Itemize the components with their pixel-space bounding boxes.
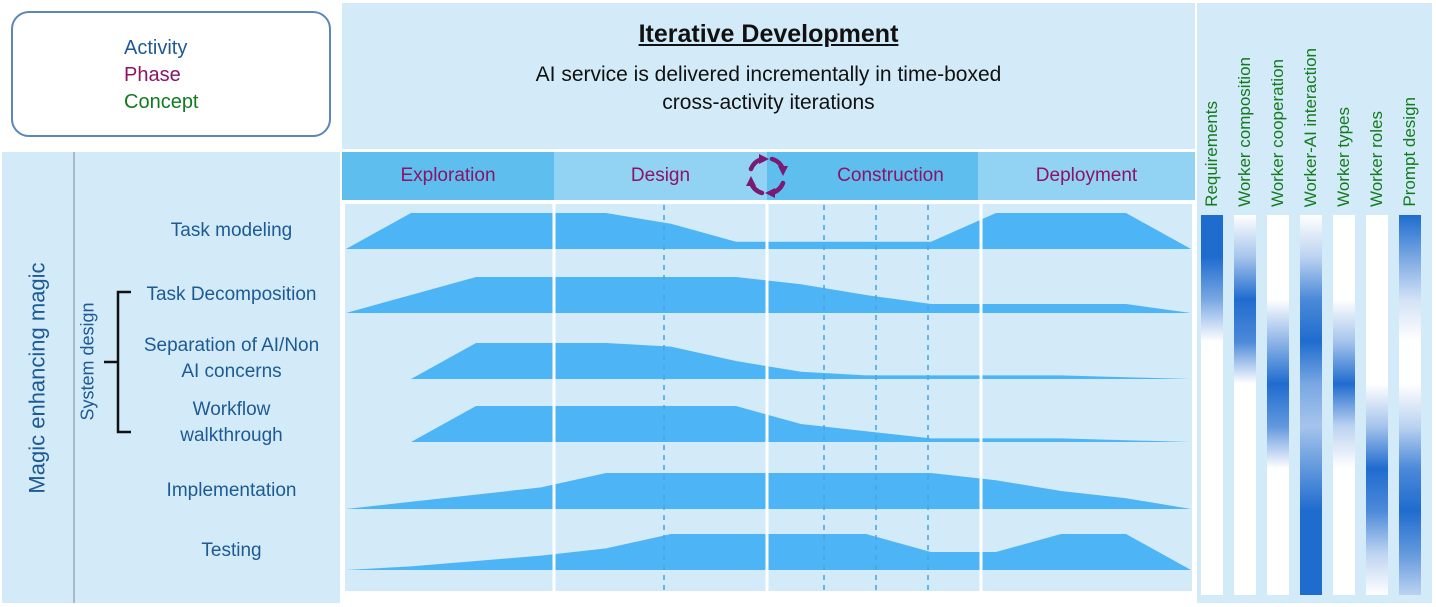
activity-label-line2: walkthrough — [180, 425, 283, 446]
subtitle-line-1: AI service is delivered incrementally in… — [535, 63, 1002, 86]
concept-strip-worker-roles — [1366, 215, 1388, 595]
activity-area — [346, 343, 1191, 379]
activity-label: Task modeling — [170, 220, 293, 241]
activity-label-line2: AI concerns — [181, 361, 282, 382]
concept-prompt-design: Prompt design — [1395, 7, 1425, 207]
activity-label-line1: Separation of AI/Non — [143, 335, 320, 356]
activity-label-line1: Workflow — [192, 399, 271, 420]
cycle-arrows-icon — [746, 154, 788, 198]
legend-phase: Phase — [124, 62, 181, 89]
header-panel — [342, 3, 1195, 149]
phase-label: Design — [630, 165, 691, 186]
legend-concept-label: Concept — [124, 91, 199, 113]
concept-requirements: Requirements — [1197, 7, 1227, 207]
concept-label: Worker roles — [1367, 110, 1386, 207]
system-design-bracket — [104, 290, 131, 434]
activity-separation-of-concerns: Separation of AI/Non AI concerns — [130, 333, 333, 385]
magic-label-text: Magic enhancing magic — [25, 261, 51, 494]
activity-task-modeling: Task modeling — [130, 218, 333, 244]
concept-worker-roles: Worker roles — [1362, 7, 1392, 207]
activity-task-decomposition: Task Decomposition — [130, 282, 333, 308]
concept-label: Prompt design — [1400, 97, 1419, 207]
activity-workflow-walkthrough: Workflow walkthrough — [130, 397, 333, 449]
concept-strip-prompt-design — [1399, 215, 1421, 595]
phase-deployment: Deployment — [978, 152, 1195, 200]
diagram-title: Iterative Development — [638, 20, 899, 48]
concept-label: Worker-AI interaction — [1301, 47, 1320, 207]
phase-bar: Exploration Design Construction Deployme… — [342, 152, 1195, 200]
concept-worker-types: Worker types — [1329, 7, 1359, 207]
activity-label: Task Decomposition — [146, 284, 317, 305]
activity-label: Testing — [201, 540, 262, 561]
legend: Activity Phase Concept — [11, 11, 331, 137]
phase-exploration: Exploration — [342, 152, 554, 200]
concept-label: Worker composition — [1235, 57, 1254, 207]
concept-label: Requirements — [1202, 101, 1221, 207]
chart-frame — [342, 201, 1195, 594]
concept-strip-requirements — [1201, 215, 1223, 595]
legend-activity: Activity — [124, 35, 187, 62]
system-design-text: System design — [77, 301, 98, 421]
concept-label: Worker cooperation — [1268, 58, 1287, 207]
concept-strip-worker-ai-interaction — [1300, 215, 1322, 595]
activity-chart — [342, 201, 1195, 594]
phase-label: Exploration — [400, 165, 496, 186]
activity-sidebar — [2, 152, 340, 603]
activity-label: Implementation — [166, 480, 297, 501]
subtitle-line-2: cross-activity iterations — [662, 91, 875, 114]
activity-implementation: Implementation — [130, 478, 333, 504]
phase-label: Construction — [837, 165, 944, 186]
diagram-subtitle: AI service is delivered incrementally in… — [342, 61, 1195, 117]
activity-testing: Testing — [130, 538, 333, 564]
concept-strip-worker-composition — [1234, 215, 1256, 595]
concept-worker-ai-interaction: Worker-AI interaction — [1296, 7, 1326, 207]
magic-enhancing-magic-label: Magic enhancing magic — [8, 152, 68, 603]
concept-strip-worker-cooperation — [1267, 215, 1289, 595]
phase-label: Deployment — [1035, 165, 1138, 186]
concept-strip-worker-types — [1333, 215, 1355, 595]
phase-design: Design — [554, 152, 767, 200]
legend-phase-label: Phase — [124, 64, 181, 86]
concept-worker-cooperation: Worker cooperation — [1263, 7, 1293, 207]
concept-label: Worker types — [1334, 107, 1353, 207]
concept-panel: Requirements Worker composition Worker c… — [1197, 3, 1432, 603]
concept-worker-composition: Worker composition — [1230, 7, 1260, 207]
legend-concept: Concept — [124, 89, 199, 116]
phase-construction: Construction — [767, 152, 978, 200]
sidebar-divider — [73, 152, 75, 603]
legend-activity-label: Activity — [124, 37, 188, 59]
